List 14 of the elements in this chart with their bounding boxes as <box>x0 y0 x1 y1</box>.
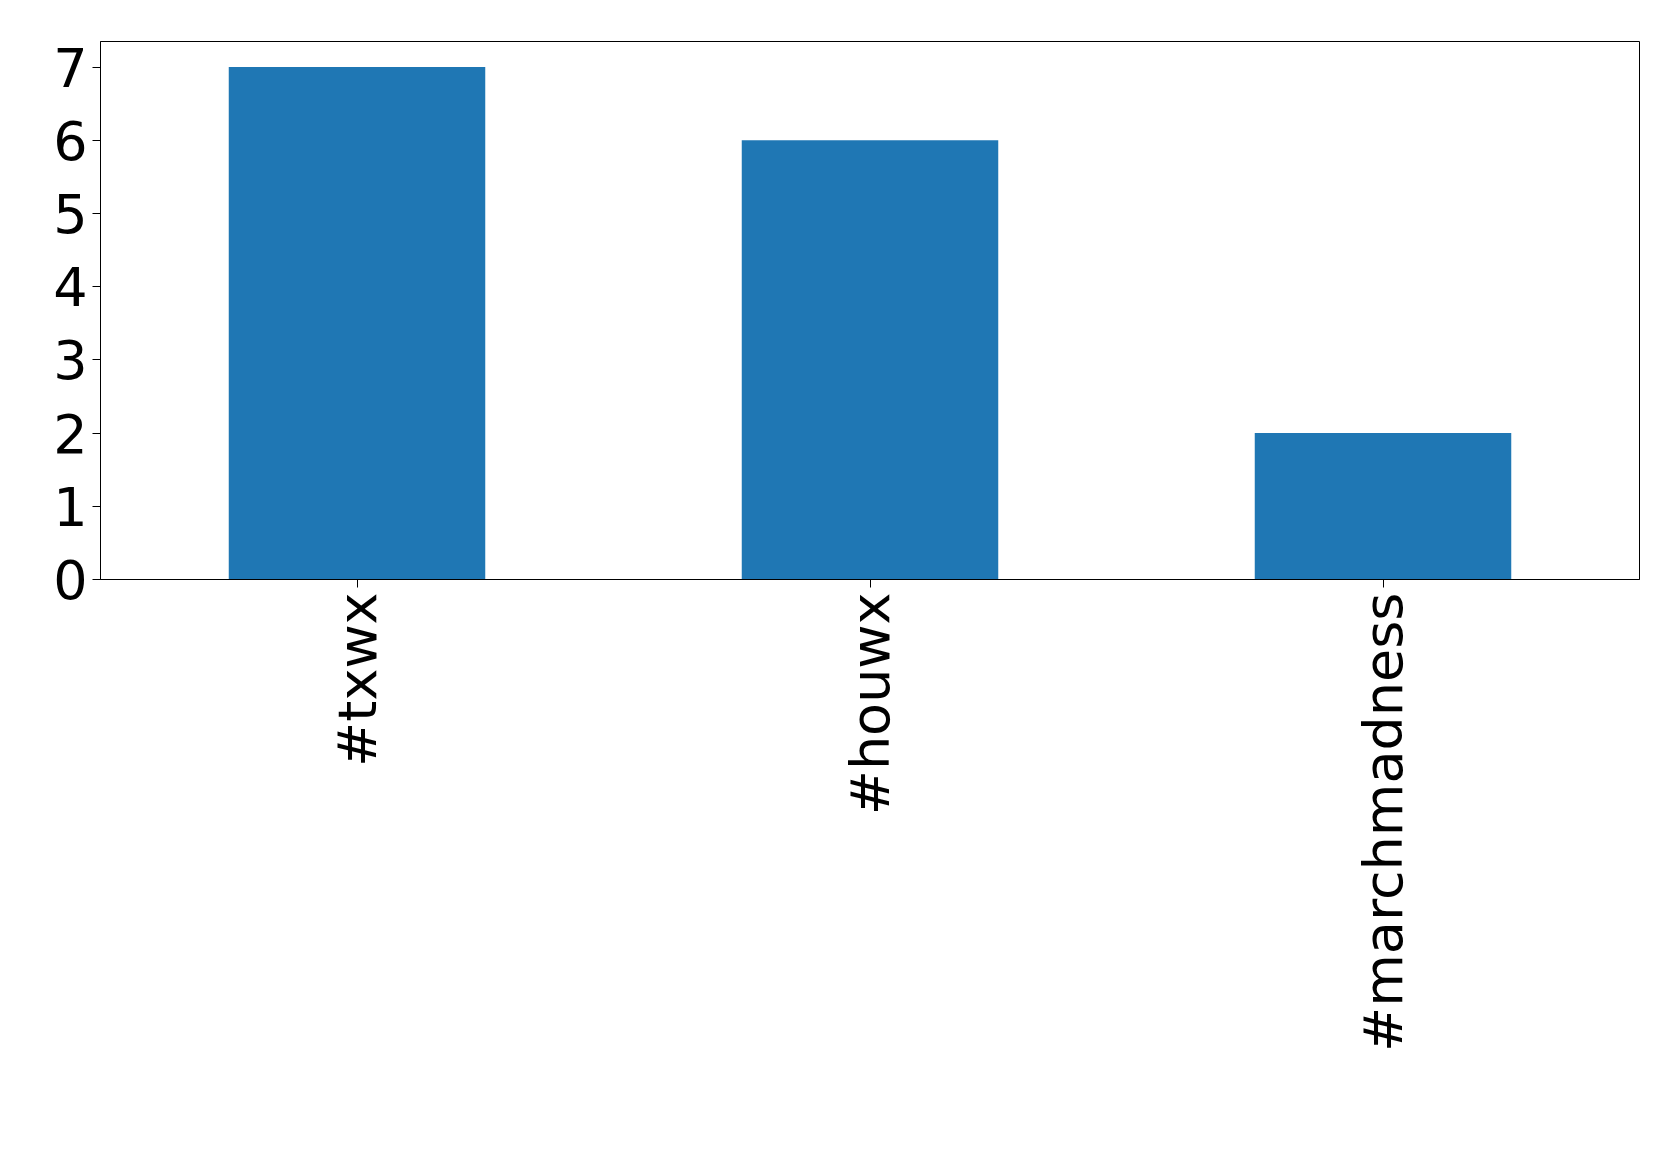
y-tick-label: 7 <box>53 36 88 100</box>
bar <box>741 140 999 580</box>
y-tick-label: 3 <box>53 329 88 393</box>
y-tick-label: 4 <box>53 256 88 320</box>
x-tick-label: #txwx <box>325 592 389 767</box>
y-tick-label: 0 <box>53 549 88 612</box>
y-tick-label: 6 <box>53 109 88 173</box>
x-tick-label: #houwx <box>838 592 902 816</box>
bar <box>228 67 486 580</box>
x-tick-label: #marchmadness <box>1351 592 1415 1053</box>
y-tick-label: 1 <box>53 475 88 539</box>
y-tick-label: 5 <box>53 183 88 247</box>
bar <box>1254 433 1512 580</box>
y-tick-label: 2 <box>53 402 88 466</box>
